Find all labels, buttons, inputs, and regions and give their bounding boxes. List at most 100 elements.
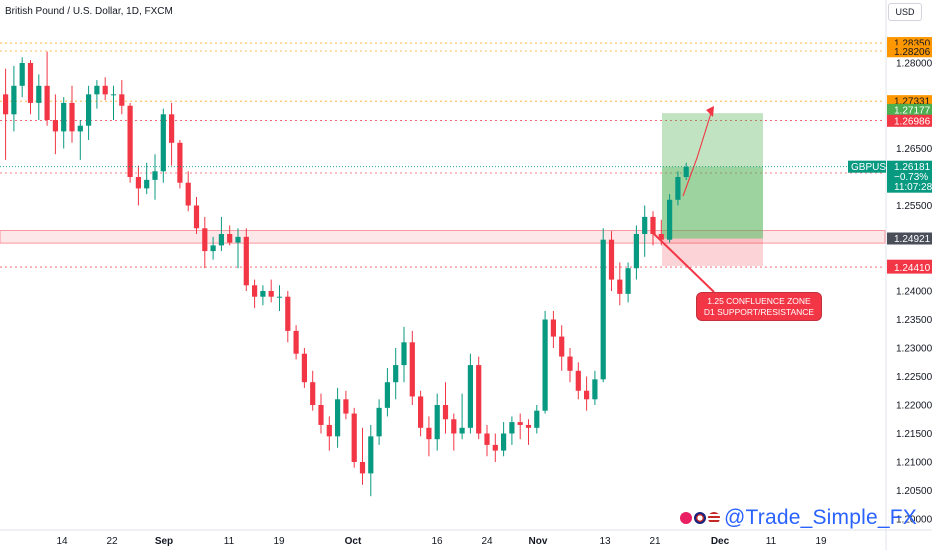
candle-body xyxy=(227,234,233,243)
candle-body xyxy=(525,424,532,428)
candle-body xyxy=(77,125,83,132)
candle-body xyxy=(193,205,200,229)
watermark: @Trade_Simple_FX xyxy=(680,500,917,536)
candle xyxy=(235,228,241,269)
candle-body xyxy=(3,94,9,115)
uk-flag-icon xyxy=(694,512,706,524)
candle-body xyxy=(376,407,382,437)
candle xyxy=(177,139,183,189)
candle xyxy=(127,102,133,183)
price-tick-label: 1.25500 xyxy=(896,201,932,212)
price-tag-label: 1.24410 xyxy=(894,263,931,274)
candle-body xyxy=(185,182,191,206)
candle-body xyxy=(260,291,266,297)
candle-body xyxy=(276,296,283,298)
candle xyxy=(160,108,166,183)
candle xyxy=(434,393,440,451)
candle xyxy=(36,74,42,120)
price-tick-label: 1.22000 xyxy=(896,401,932,412)
price-tag-label: 1.28206 xyxy=(894,47,931,58)
candle xyxy=(492,433,498,462)
candle xyxy=(193,196,200,234)
candle-body xyxy=(202,228,208,252)
candle-body xyxy=(517,422,523,425)
candle xyxy=(119,80,125,115)
candle xyxy=(86,85,92,140)
candle-body xyxy=(592,379,598,400)
candle-body xyxy=(675,177,681,200)
price-tick-label: 1.28000 xyxy=(896,59,932,70)
candle-body xyxy=(169,114,175,143)
candle xyxy=(509,416,515,445)
candle-body xyxy=(210,245,216,252)
current-price-label: 1.26181 xyxy=(894,162,931,173)
candle-body xyxy=(476,365,482,434)
candle xyxy=(642,205,648,257)
candle-body xyxy=(542,319,548,411)
candle-body xyxy=(359,462,366,474)
projection-arrow xyxy=(682,109,713,197)
candle-body xyxy=(326,424,332,437)
candle-body xyxy=(61,102,67,132)
candle xyxy=(27,60,34,115)
candle xyxy=(633,225,639,280)
overlay-layer xyxy=(651,106,715,293)
candle xyxy=(376,399,382,445)
candle xyxy=(202,216,208,269)
candle-body xyxy=(584,390,590,400)
candle xyxy=(77,120,83,160)
chart-title: British Pound / U.S. Dollar, 1D, FXCM xyxy=(5,6,173,17)
price-tag: 1.24921 xyxy=(887,232,932,245)
candle xyxy=(310,370,316,411)
time-tick-label: 24 xyxy=(481,536,493,547)
candle xyxy=(276,285,283,311)
candle-body xyxy=(110,94,117,96)
axis-layer: 1.28000 1.26500 1.25500 1.24000 1.23500 1.230… xyxy=(0,37,932,547)
candle-body xyxy=(467,365,473,428)
projection-arrowhead xyxy=(706,106,714,117)
candle xyxy=(567,348,573,383)
candle xyxy=(575,362,581,400)
candle-body xyxy=(608,239,615,280)
time-tick-label: 19 xyxy=(273,536,285,547)
price-tick-label: 1.21500 xyxy=(896,429,932,440)
candle-body xyxy=(86,94,92,126)
time-tick-label: Nov xyxy=(529,536,548,547)
time-tick-label: Sep xyxy=(155,536,173,547)
candle-body xyxy=(11,85,17,115)
candle-body xyxy=(509,422,515,434)
candle xyxy=(484,424,490,457)
candle-body xyxy=(235,236,241,243)
time-tick-label: 22 xyxy=(106,536,118,547)
candle xyxy=(243,228,249,291)
price-tag: 1.26986 xyxy=(887,114,932,127)
candle xyxy=(559,325,565,371)
candle xyxy=(418,390,424,437)
candle xyxy=(625,262,631,303)
candle xyxy=(252,279,258,309)
lightning-icon xyxy=(680,512,692,524)
time-tick-label: 16 xyxy=(431,536,443,547)
candle xyxy=(608,231,615,291)
position-risk-box xyxy=(662,238,763,266)
candle-body xyxy=(152,171,158,180)
us-flag-icon xyxy=(708,512,720,524)
price-tag-bg xyxy=(887,114,932,127)
candle-body xyxy=(625,268,631,294)
price-tag-label: 1.28350 xyxy=(894,39,931,50)
currency-button[interactable]: USD xyxy=(888,3,922,21)
candle xyxy=(401,326,407,383)
candle-body xyxy=(642,216,648,234)
symbol-tag-label: GBPUSD xyxy=(851,162,893,173)
candle xyxy=(135,165,141,206)
watermark-text: @Trade_Simple_FX xyxy=(724,506,917,529)
candle xyxy=(359,427,366,485)
candles-layer xyxy=(3,51,689,497)
price-tag-bg xyxy=(887,261,932,274)
current-price-tag-bg xyxy=(887,160,932,193)
price-tag-label: 1.27331 xyxy=(894,97,931,108)
candle xyxy=(152,154,158,200)
candle-body xyxy=(44,85,50,120)
candle xyxy=(550,310,556,348)
